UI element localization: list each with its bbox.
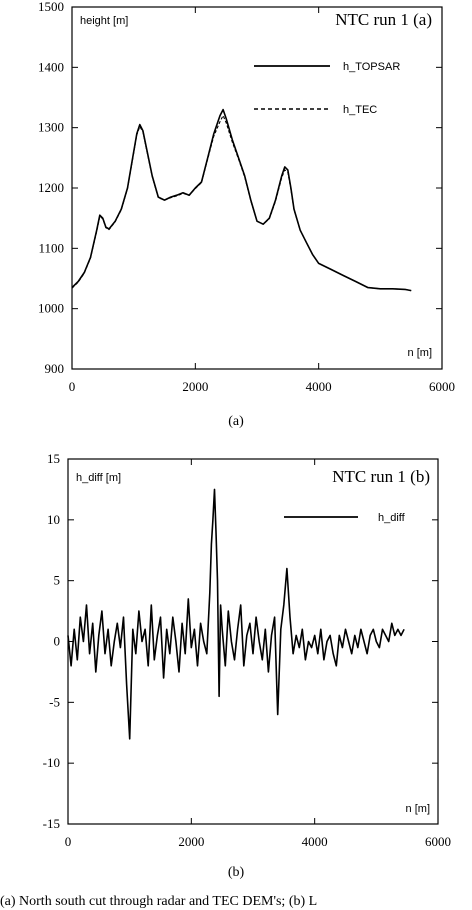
y-axis-label-a: height [m] [80, 15, 128, 27]
chart-title-a: NTC run 1 (a) [335, 10, 432, 29]
chart-b: -15 -10 -5 0 5 10 15 0 2000 4000 6000 h_diff [m] N… [43, 451, 451, 880]
y-tick-label-a: 1000 [38, 301, 64, 316]
y-tick-label-a: 1200 [38, 180, 64, 195]
legend-label-topsar: h_TOPSAR [343, 61, 400, 73]
y-tick-label-a: 1400 [38, 59, 64, 74]
y-axis-label-b: h_diff [m] [76, 472, 121, 484]
x-tick-label-a: 2000 [182, 379, 208, 394]
series-line-h-topsar [71, 108, 412, 292]
y-tick-label-a: 900 [45, 361, 65, 376]
series-line-h-diff [67, 488, 405, 740]
chart-a: 900 1000 1100 1200 1300 1400 1500 0 2000 4000 6000… [38, 0, 455, 429]
x-tick-label-a: 4000 [306, 379, 332, 394]
y-tick-label-a: 1500 [38, 0, 64, 14]
y-tick-label-b: 10 [47, 512, 60, 527]
subfigure-label-a: (a) [228, 414, 244, 429]
series-a [71, 108, 412, 292]
series-line-h-tec [71, 115, 412, 292]
x-tick-label-b: 6000 [425, 834, 451, 849]
x-tick-label-a: 0 [69, 379, 76, 394]
legend-label-hdiff: h_diff [378, 512, 406, 524]
figure-caption: (a) North south cut through radar and TE… [0, 894, 317, 909]
y-tick-label-b: -5 [49, 694, 60, 709]
y-tick-label-b: 0 [54, 634, 61, 649]
x-tick-label-b: 4000 [302, 834, 328, 849]
subfigure-label-b: (b) [228, 865, 245, 880]
y-tick-label-b: -10 [43, 755, 60, 770]
series-b [67, 488, 405, 740]
x-tick-label-a: 6000 [429, 379, 455, 394]
ticks-a: 900 1000 1100 1200 1300 1400 1500 0 2000 4000 6000 [38, 0, 455, 394]
y-tick-label-b: -15 [43, 816, 60, 831]
chart-title-b: NTC run 1 (b) [332, 467, 430, 486]
y-tick-label-a: 1300 [38, 120, 64, 135]
y-tick-label-b: 5 [54, 573, 61, 588]
legend-label-tec: h_TEC [343, 104, 377, 116]
x-axis-label-b: n [m] [406, 803, 430, 815]
ticks-b: -15 -10 -5 0 5 10 15 0 2000 4000 6000 [43, 451, 451, 849]
x-axis-label-a: n [m] [408, 347, 432, 359]
x-tick-label-b: 2000 [178, 834, 204, 849]
x-tick-label-b: 0 [65, 834, 72, 849]
y-tick-label-b: 15 [47, 451, 60, 466]
y-tick-label-a: 1100 [38, 240, 64, 255]
